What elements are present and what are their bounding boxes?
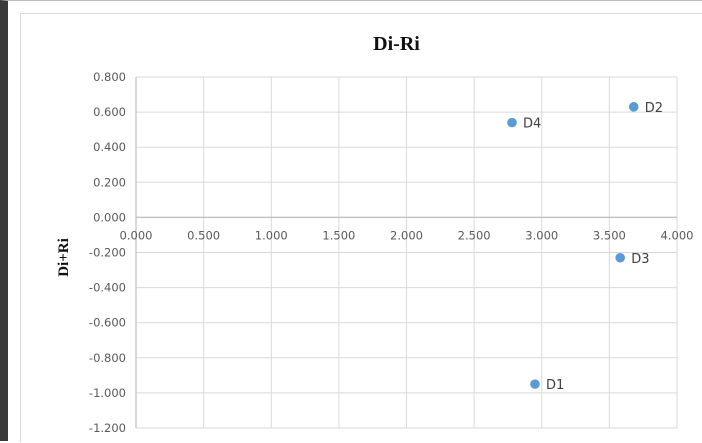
x-tick-label: 1.000 <box>255 228 288 242</box>
axes <box>135 77 677 428</box>
x-tick-label: 0.500 <box>187 228 220 242</box>
x-tick-label: 2.000 <box>390 228 423 242</box>
scatter-chart: Di-Ri Di+Ri 0.800 0.600 0.400 0.200 0.000 -0.… <box>56 33 694 435</box>
x-tick-label: 3.500 <box>593 228 626 242</box>
data-label-d2: D2 <box>645 101 663 116</box>
x-tick-label: 1.500 <box>322 228 355 242</box>
data-point-d3 <box>615 252 625 263</box>
data-label-d4: D4 <box>523 117 541 132</box>
x-tick-label: 4.000 <box>661 228 694 242</box>
y-tick-label: 0.800 <box>93 70 126 84</box>
y-tick-label: -0.400 <box>89 281 126 295</box>
x-tick-label: 3.000 <box>525 228 558 242</box>
y-tick-label: 0.200 <box>93 175 126 189</box>
data-points: D1 D2 D3 D4 <box>507 101 663 393</box>
chart-title: Di-Ri <box>373 33 420 55</box>
data-point-d1 <box>530 379 540 389</box>
y-tick-label: 0.600 <box>93 105 126 119</box>
y-tick-label: -0.200 <box>89 246 126 260</box>
y-tick-label: 0.400 <box>93 140 126 154</box>
data-label-d1: D1 <box>546 378 564 393</box>
data-point-d2 <box>628 102 639 112</box>
y-tick-label: -1.200 <box>89 421 126 435</box>
y-tick-label: 0.000 <box>93 210 126 224</box>
x-tick-label: 2.500 <box>458 228 491 242</box>
gridlines <box>135 76 678 429</box>
tick-labels: 0.800 0.600 0.400 0.200 0.000 -0.200 -0.400 -0.… <box>89 70 694 435</box>
y-tick-label: -1.000 <box>89 386 126 400</box>
y-tick-label: -0.600 <box>89 316 126 330</box>
y-axis-label: Di+Ri <box>56 238 72 277</box>
chart-area: Di-Ri Di+Ri 0.800 0.600 0.400 0.200 0.000 -0.… <box>20 13 702 442</box>
x-tick-label: 0.000 <box>120 228 153 242</box>
y-tick-label: -0.800 <box>89 351 126 365</box>
data-point-d4 <box>507 117 517 128</box>
data-label-d3: D3 <box>631 252 649 267</box>
